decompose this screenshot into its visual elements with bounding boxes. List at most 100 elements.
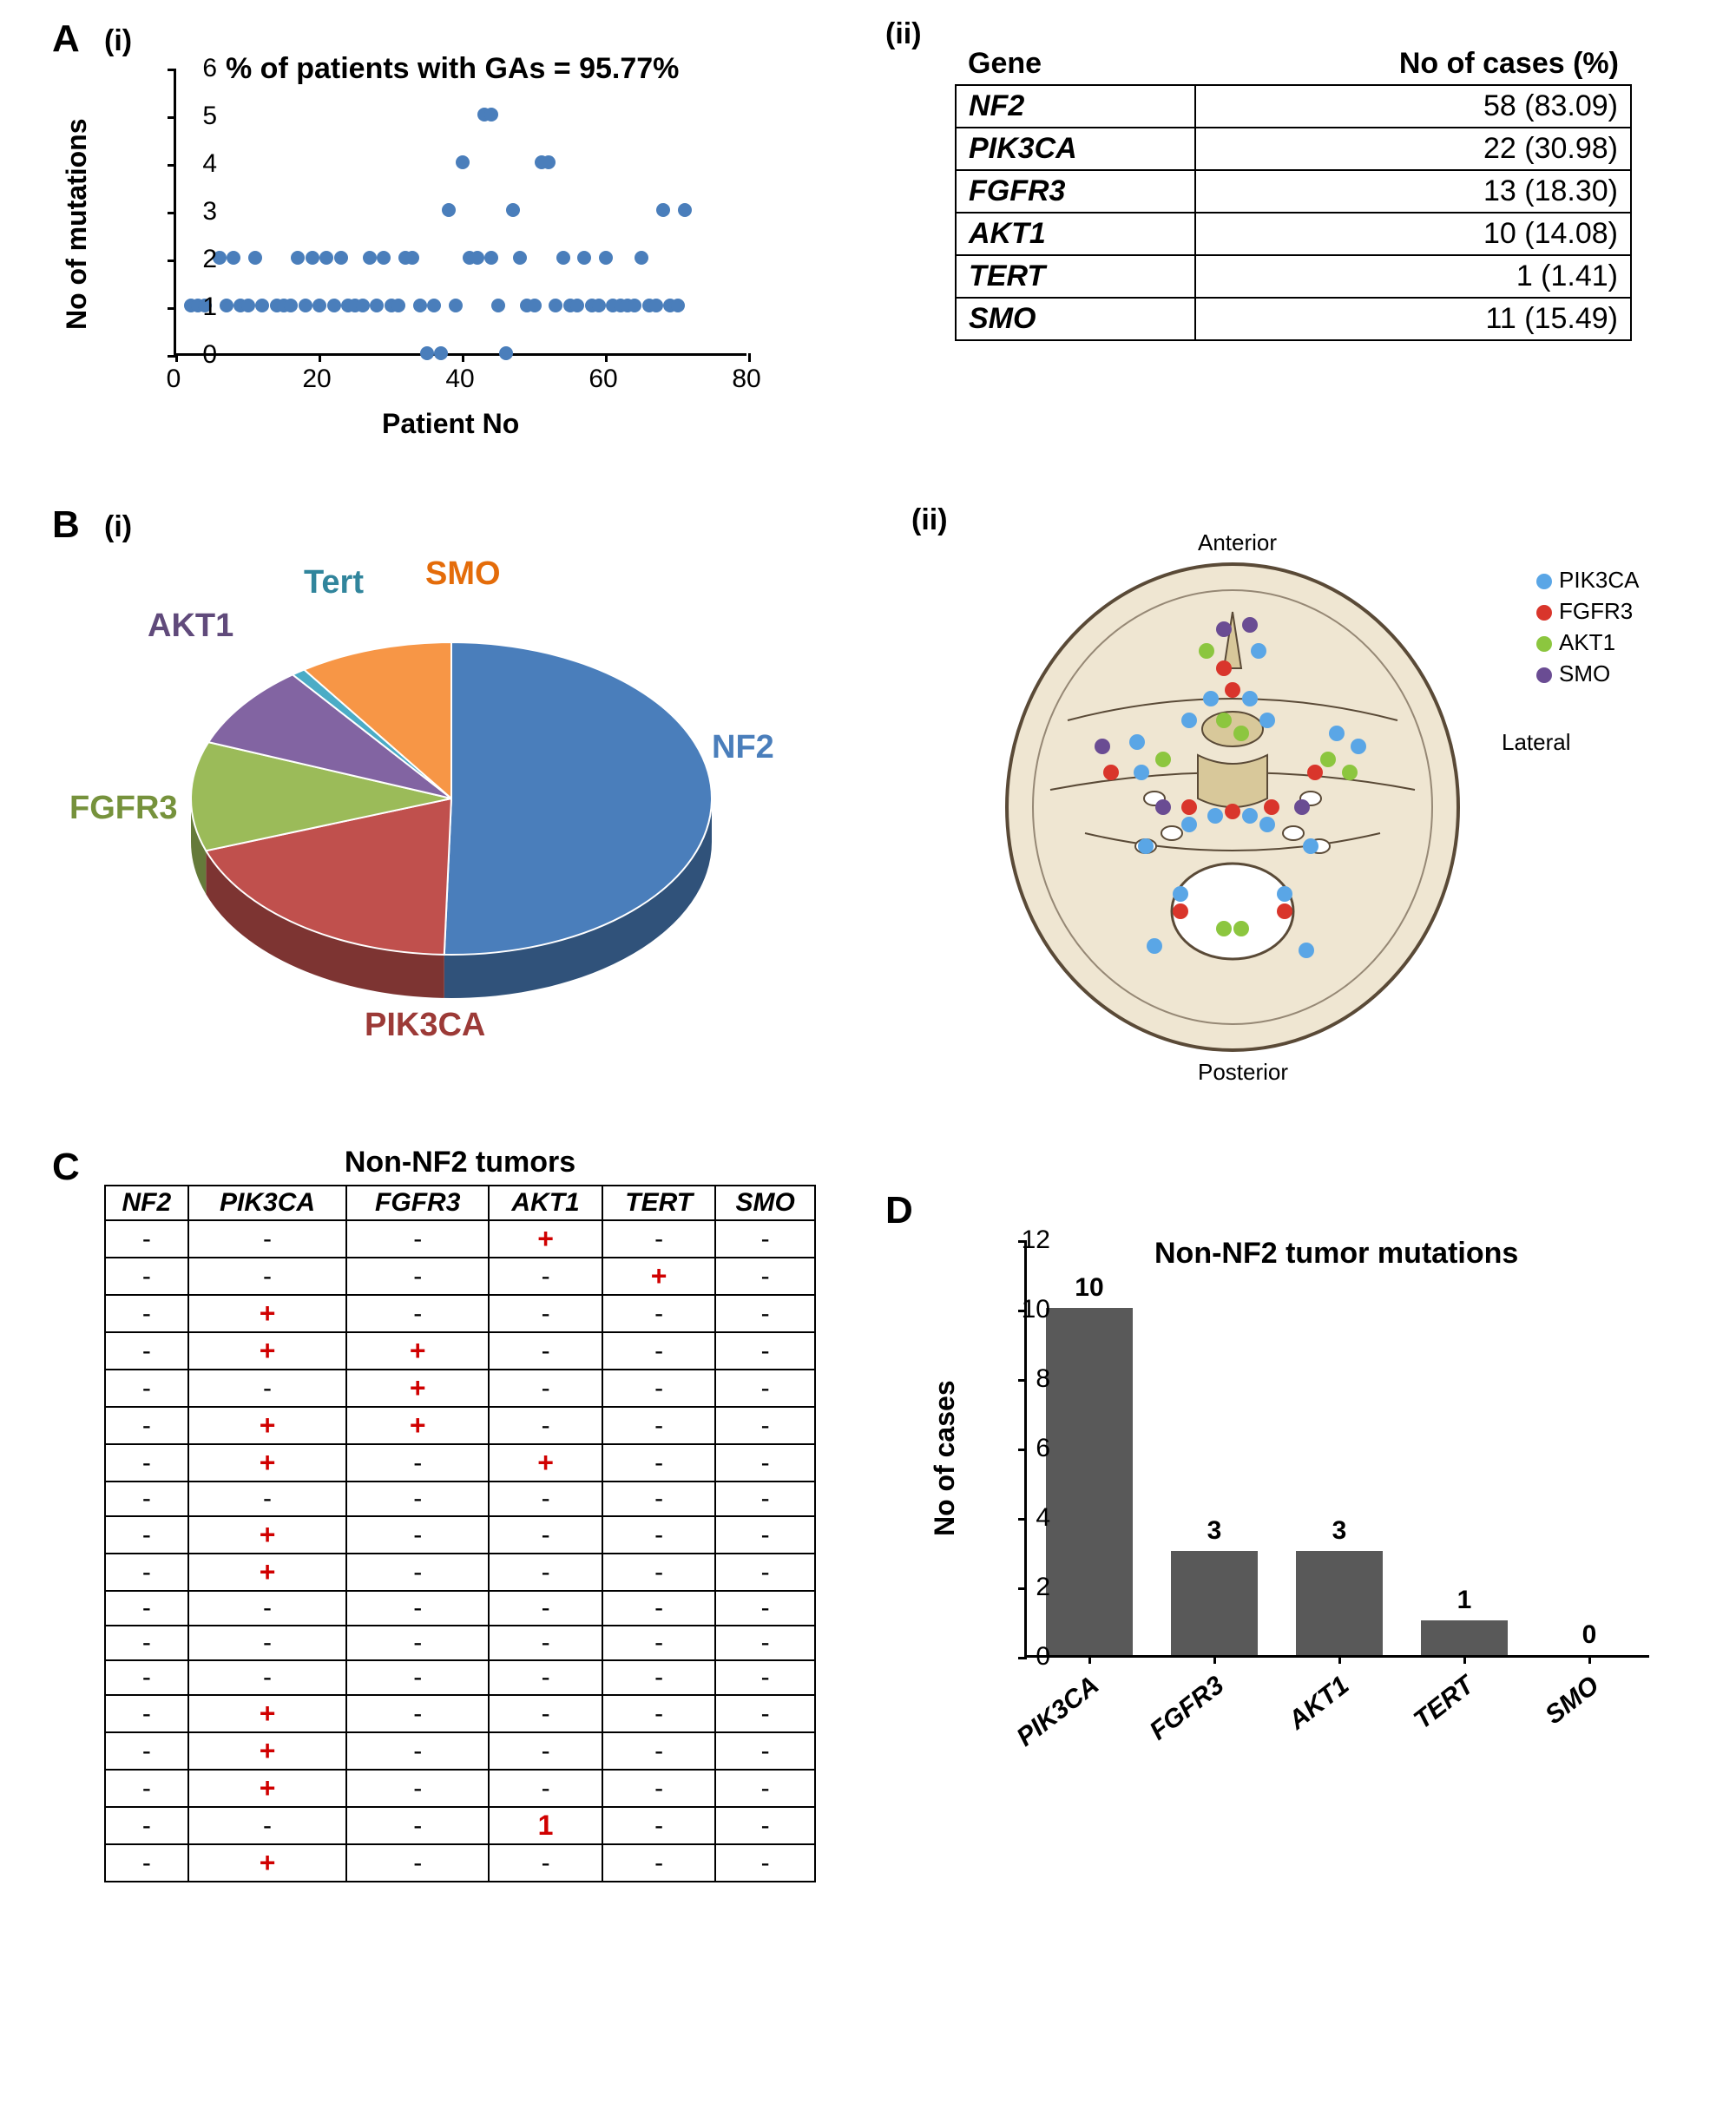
tblC-cell: - — [715, 1332, 815, 1370]
non-nf2-table: NF2PIK3CAFGFR3AKT1TERTSMO ---+------+--+… — [104, 1185, 816, 1882]
scatter-xlabel: Patient No — [382, 408, 519, 440]
legend-label: AKT1 — [1559, 629, 1615, 655]
bar-xtick — [1088, 1655, 1091, 1664]
scatter-point — [299, 299, 312, 312]
scatter-point — [671, 299, 685, 312]
tblC-col: PIK3CA — [188, 1186, 347, 1220]
tblC-cell: - — [346, 1695, 489, 1732]
table-row: -+-+-- — [105, 1444, 815, 1482]
gene-cell: NF2 — [956, 85, 1195, 128]
tblC-cell: - — [346, 1220, 489, 1258]
tblC-cell: - — [346, 1591, 489, 1626]
tblC-cell: - — [105, 1554, 188, 1591]
bar-ytick-label: 0 — [1007, 1642, 1050, 1672]
skull-mutation-dot — [1199, 643, 1214, 659]
cases-cell: 58 (83.09) — [1195, 85, 1631, 128]
skull-mutation-dot — [1203, 691, 1219, 706]
scatter-point — [449, 299, 463, 312]
legend-item: FGFR3 — [1536, 595, 1640, 627]
tblC-cell: - — [602, 1407, 715, 1444]
skull-mutation-dot — [1207, 808, 1223, 824]
scatter-point — [484, 108, 498, 122]
tblC-col: NF2 — [105, 1186, 188, 1220]
tblC-cell: - — [715, 1407, 815, 1444]
scatter-ytick — [168, 260, 176, 262]
tblC-cell: - — [715, 1258, 815, 1295]
scatter-point — [635, 251, 648, 265]
bar-value-label: 0 — [1542, 1620, 1638, 1650]
scatter-point — [327, 299, 341, 312]
table-row: ---+-- — [105, 1220, 815, 1258]
scatter-point — [312, 299, 326, 312]
bar-xtick — [1338, 1655, 1341, 1664]
bar-value-label: 1 — [1417, 1586, 1513, 1615]
tblC-cell: + — [188, 1770, 347, 1807]
table-row: -+---- — [105, 1695, 815, 1732]
bar-xtick — [1588, 1655, 1591, 1664]
table-row: -+---- — [105, 1844, 815, 1882]
panel-b-sub-ii: (ii) — [911, 503, 948, 537]
table-row: PIK3CA22 (30.98) — [956, 128, 1631, 170]
scatter-point — [528, 299, 542, 312]
scatter-plot-area — [174, 69, 746, 356]
scatter-point — [456, 155, 470, 169]
tblC-cell: - — [346, 1258, 489, 1295]
tblC-cell: - — [105, 1295, 188, 1332]
pie-chart-svg — [156, 599, 764, 1033]
tblC-cell: - — [715, 1220, 815, 1258]
bar-ytick-label: 12 — [1007, 1225, 1050, 1255]
tblC-cell: - — [602, 1770, 715, 1807]
scatter-xtick-label: 80 — [725, 365, 768, 394]
scatter-point — [491, 299, 505, 312]
pie-label: FGFR3 — [69, 790, 178, 827]
table-row: FGFR313 (18.30) — [956, 170, 1631, 213]
scatter-point — [470, 251, 484, 265]
cases-cell: 1 (1.41) — [1195, 255, 1631, 298]
tblC-cell: + — [188, 1554, 347, 1591]
tblC-cell: - — [105, 1407, 188, 1444]
tblC-cell: - — [715, 1626, 815, 1660]
scatter-point — [241, 299, 255, 312]
panel-a-label: A — [52, 17, 80, 61]
scatter-xtick — [319, 353, 321, 362]
legend-label: FGFR3 — [1559, 598, 1633, 624]
bar-xtick-label: TERT — [1409, 1671, 1480, 1736]
tblC-cell: - — [188, 1660, 347, 1695]
tblC-cell: - — [715, 1807, 815, 1844]
tblC-cell: + — [489, 1220, 602, 1258]
tblC-cell: - — [602, 1516, 715, 1554]
gene-cell: SMO — [956, 298, 1195, 340]
table-row: SMO11 (15.49) — [956, 298, 1631, 340]
table-row: -+---- — [105, 1732, 815, 1770]
skull-mutation-dot — [1233, 921, 1249, 936]
pie-label: SMO — [425, 555, 501, 593]
tblA-col-gene: Gene — [956, 43, 1195, 85]
tblC-cell: + — [346, 1332, 489, 1370]
tblC-cell: - — [489, 1660, 602, 1695]
skull-mutation-dot — [1351, 739, 1366, 754]
scatter-xtick — [605, 353, 608, 362]
legend-item: PIK3CA — [1536, 564, 1640, 595]
tblC-cell: - — [715, 1482, 815, 1516]
tblC-cell: + — [188, 1695, 347, 1732]
bar-value-label: 10 — [1042, 1273, 1138, 1303]
skull-mutation-dot — [1277, 886, 1292, 902]
cases-cell: 11 (15.49) — [1195, 298, 1631, 340]
skull-mutation-dot — [1342, 765, 1358, 780]
tblC-cell: - — [715, 1516, 815, 1554]
panel-a-sub-i: (i) — [104, 24, 132, 58]
table-row: TERT1 (1.41) — [956, 255, 1631, 298]
table-row: ---1-- — [105, 1807, 815, 1844]
scatter-xtick — [748, 353, 751, 362]
skull-foramen-magnum — [1172, 864, 1293, 959]
tblC-cell: - — [105, 1695, 188, 1732]
tblC-cell: - — [346, 1516, 489, 1554]
skull-diagram-svg — [963, 547, 1502, 1068]
scatter-ylabel: No of mutations — [61, 118, 93, 330]
tblC-cell: - — [105, 1332, 188, 1370]
bar-ytick-label: 10 — [1007, 1295, 1050, 1324]
skull-mutation-dot — [1134, 765, 1149, 780]
tblC-cell: - — [602, 1444, 715, 1482]
tblC-cell: - — [715, 1554, 815, 1591]
table-row: ------ — [105, 1482, 815, 1516]
